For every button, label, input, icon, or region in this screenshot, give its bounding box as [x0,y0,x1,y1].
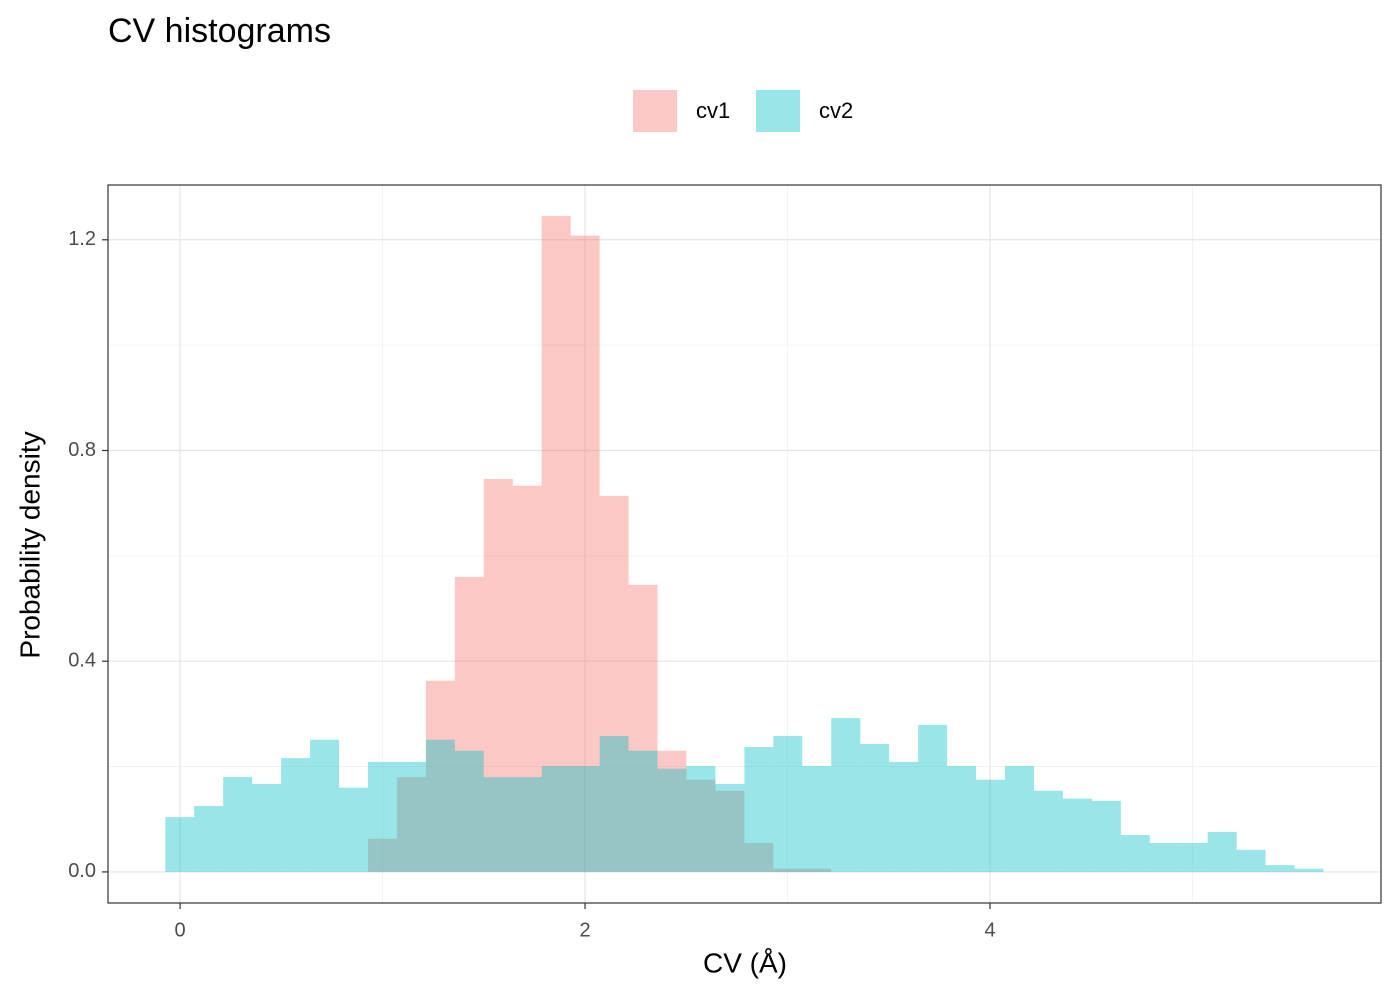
histogram-bar [454,750,484,872]
histogram-bar [1178,842,1208,872]
histogram-bar [686,779,716,872]
histogram-bar [339,787,368,872]
histogram-bar [599,495,629,872]
histogram-bar [1265,865,1295,872]
histogram-bar [281,758,311,872]
axes: 0.0 0.4 0.8 1.2 0 2 4 [68,228,995,941]
grid [108,185,1381,903]
histogram-bar [1236,849,1266,872]
histogram-bar [512,777,542,872]
histogram-bar [367,761,397,872]
histogram-bar [715,790,745,872]
histogram-bar [194,806,224,872]
histogram-bar [483,777,513,872]
histogram-bar [947,766,977,872]
histogram-bar [310,739,340,872]
histogram-bar [599,736,629,872]
histogram-bar [1062,798,1092,872]
histogram-bar [570,766,600,872]
histogram-bar [976,779,1005,872]
histogram-bar [744,842,774,872]
histogram-bar [802,766,832,872]
histogram-bar [773,868,803,872]
histogram-bar [223,777,253,872]
histogram-bar [918,724,948,872]
histogram-bar [425,680,455,872]
x-tick-label: 0 [175,919,186,941]
histogram-bar [396,777,426,872]
x-axis-title: CV (Å) [703,947,787,978]
histogram-bar [744,747,774,872]
histogram-bar [454,576,484,872]
histogram-bar [425,739,455,872]
histogram-bar [889,761,919,872]
legend-label: cv2 [819,98,853,123]
histogram-bar [715,783,745,872]
legend: cv1 cv2 [633,90,853,132]
histogram-bar [802,868,832,872]
histogram-bar [628,584,658,872]
histogram-bar [367,838,397,872]
bars [165,216,1324,872]
histogram-bar [1120,835,1150,872]
histogram-bar [541,216,571,872]
histogram-bar [512,485,542,872]
x-tick-label: 2 [579,919,590,941]
histogram-bar [1149,842,1179,872]
histogram-bar [1004,766,1034,872]
histogram-bar [541,766,571,872]
histogram-bar [860,743,890,872]
histogram-bar [396,761,426,872]
y-tick-label: 0.8 [68,439,96,461]
histogram-bar [831,718,861,872]
y-tick-label: 1.2 [68,228,96,250]
legend-label: cv1 [696,98,730,123]
histogram-bar [1294,868,1324,872]
histogram-bar [1207,831,1237,872]
chart-title: CV histograms [108,12,331,50]
y-tick-label: 0.4 [68,649,96,671]
histogram-bar [165,817,195,872]
histogram-bar [1091,800,1121,872]
y-axis-title: Probability density [14,431,45,658]
histogram-bar [570,235,600,872]
histogram-bar [657,768,687,872]
histogram-bar [773,736,803,872]
histogram-bar [483,478,513,872]
y-tick-label: 0.0 [68,860,96,882]
legend-key [756,90,800,132]
histogram-bar [686,766,716,872]
histogram-bar [252,783,282,872]
panel-border [107,184,1382,904]
histogram-bar [1033,790,1063,872]
legend-key [633,90,677,132]
x-tick-label: 4 [984,919,995,941]
histogram-bar [628,750,658,872]
histogram-bar [657,750,687,872]
